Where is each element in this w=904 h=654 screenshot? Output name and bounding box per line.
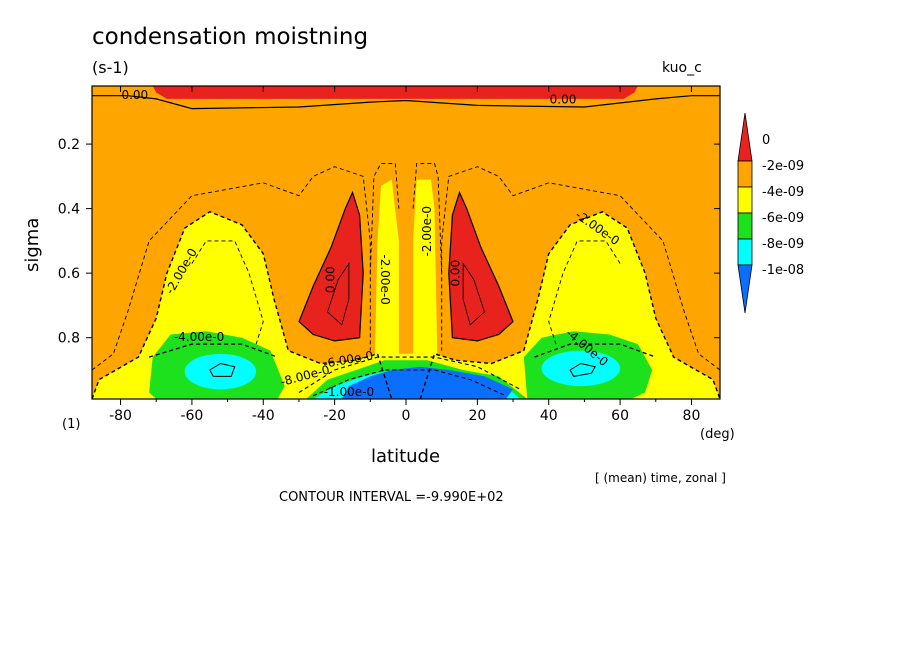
field-red-south-cell <box>299 192 364 341</box>
x-tick-label: 20 <box>468 408 486 424</box>
colorbar-label: -4e-09 <box>762 185 804 200</box>
contour-label: 0.00 <box>449 260 463 287</box>
contour-mid-north <box>548 240 621 345</box>
contour-inner-north <box>462 262 485 326</box>
contour-label: -2.00e-0 <box>378 254 392 304</box>
contour-mid-south <box>191 240 264 345</box>
field-red-north-cell <box>448 192 513 341</box>
chart-units: (s-1) <box>92 58 129 77</box>
averaging-label: [ (mean) time, zonal ] <box>595 471 726 485</box>
field-red-top <box>152 86 638 99</box>
contour-label: 0.00 <box>550 93 577 107</box>
chart-title: condensation moistning <box>92 24 369 50</box>
y-tick-label: 0.4 <box>58 202 80 218</box>
y-tick-label: 0.8 <box>58 331 80 347</box>
contour-interval-label: CONTOUR INTERVAL =-9.990E+02 <box>279 490 504 505</box>
field-yellow-north <box>420 211 720 399</box>
y-tick-label: 0.6 <box>58 266 80 282</box>
contour-inner-south <box>327 262 350 326</box>
contour-low-2 <box>312 369 507 397</box>
contour-zero-north <box>448 190 514 342</box>
colorbar-label: -2e-09 <box>762 159 804 174</box>
contour-zero-south <box>298 190 364 342</box>
contour-cyan-south <box>209 362 236 377</box>
x-tick-label: -20 <box>323 408 346 424</box>
x-tick-label: -80 <box>109 408 132 424</box>
field-yellow-center <box>373 179 439 399</box>
colorbar-swatch <box>737 238 753 266</box>
contour-label: 0.00 <box>121 88 148 102</box>
x-tick-label: 40 <box>540 408 558 424</box>
colorbar-swatch <box>737 186 753 214</box>
x-axis-label: latitude <box>371 446 441 467</box>
contour-label: -1.00e-0 <box>324 385 374 399</box>
x-tick-label: 60 <box>611 408 629 424</box>
contour-label: -2.00e-0 <box>420 206 434 256</box>
contour-label: 0.00 <box>324 266 338 293</box>
colorbar-bottom-arrow <box>737 264 753 314</box>
contour-column-right <box>412 162 443 274</box>
contour-green-south <box>148 343 278 358</box>
contour-yellow-south <box>92 211 393 399</box>
colorbar-swatch <box>737 212 753 240</box>
contour-cyan-north <box>569 362 596 377</box>
contour-label: -4.00e-0 <box>174 330 224 344</box>
scale-label: (1) <box>62 417 81 432</box>
colorbar-top-arrow <box>737 112 753 162</box>
contour-zero-top <box>92 95 720 110</box>
x-tick-label: -40 <box>252 408 275 424</box>
run-label: kuo_c <box>662 60 702 76</box>
colorbar-label: -1e-08 <box>762 263 804 278</box>
contour-green-north <box>534 343 657 358</box>
y-tick-label: 0.2 <box>58 137 80 153</box>
field-cyan-north <box>541 350 621 387</box>
colorbar-label: 0 <box>762 133 770 148</box>
contour-outer-north <box>441 166 720 371</box>
contour-yellow-north <box>419 211 720 399</box>
x-tick-label: 0 <box>402 408 411 424</box>
x-tick-label: 80 <box>683 408 701 424</box>
contour-outer-south <box>92 166 371 371</box>
x-axis-unit: (deg) <box>700 427 735 442</box>
colorbar-swatch <box>737 160 753 188</box>
contour-column-left <box>369 162 400 274</box>
contour-low-1 <box>298 356 521 393</box>
x-tick-label: -60 <box>180 408 203 424</box>
colorbar-label: -6e-09 <box>762 211 804 226</box>
field-cyan-south <box>184 353 257 390</box>
colorbar-label: -8e-09 <box>762 237 804 252</box>
